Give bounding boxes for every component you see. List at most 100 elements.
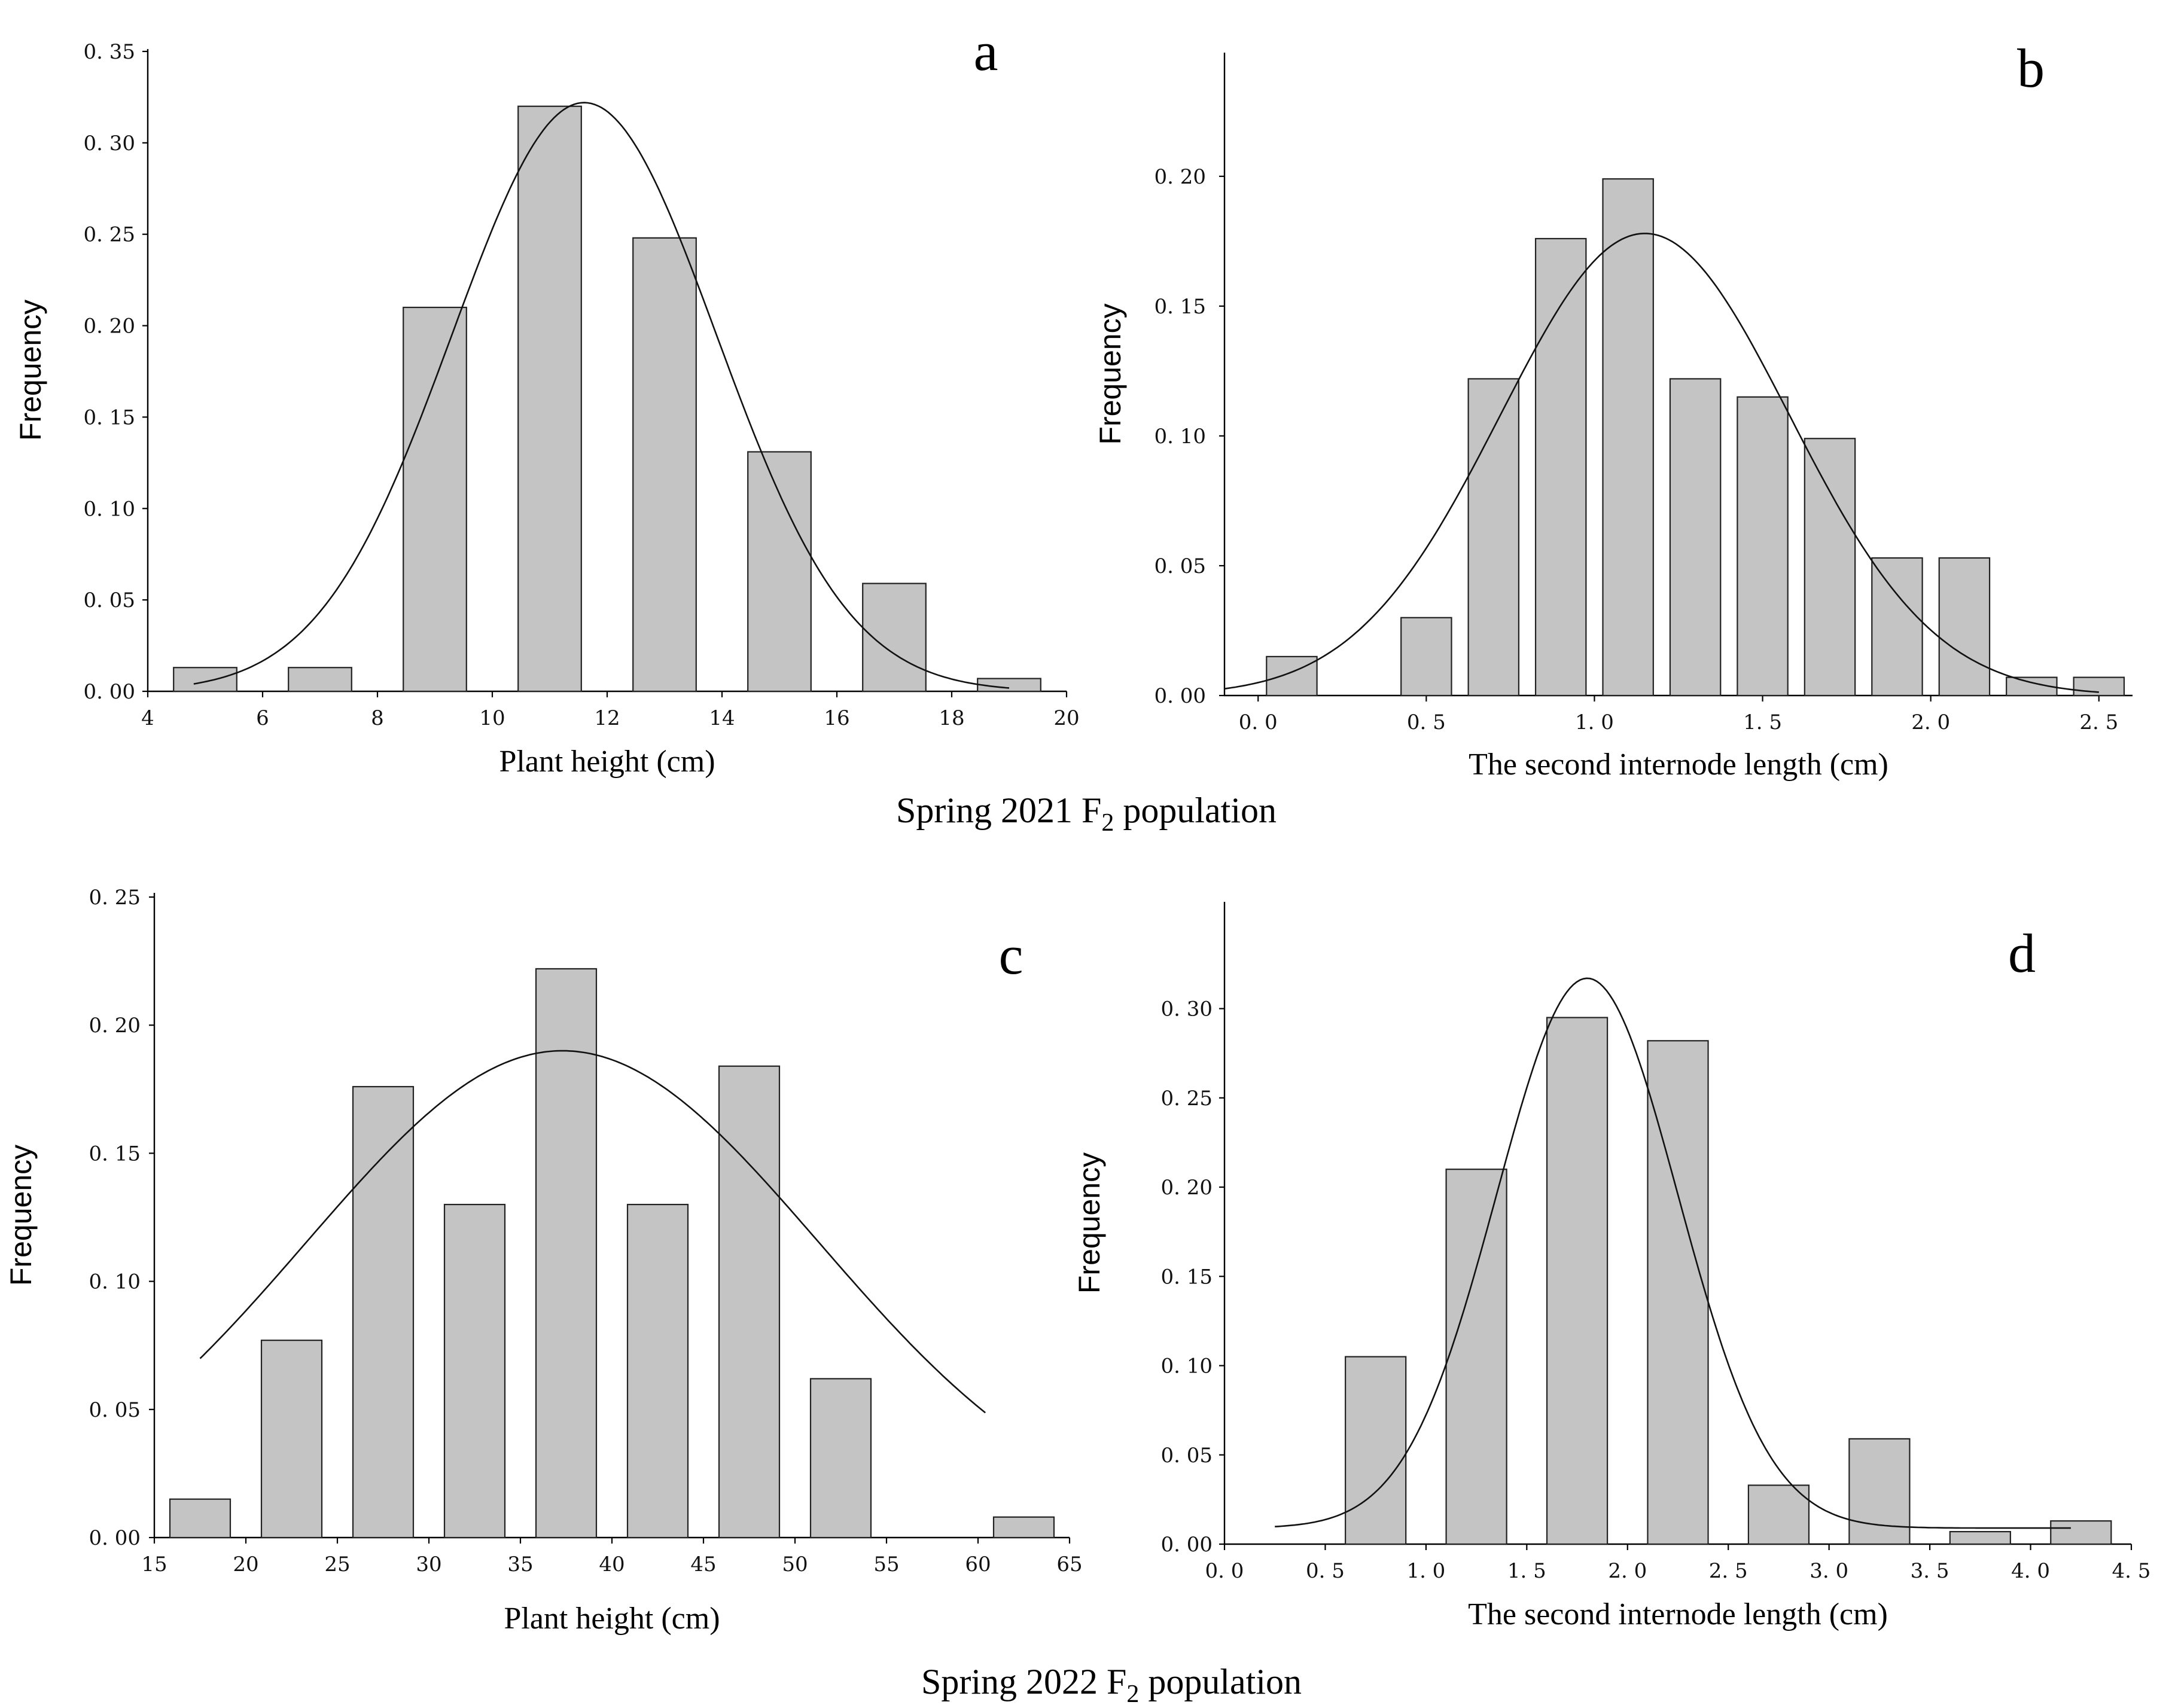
panel-letter: c — [999, 925, 1023, 986]
y-tick-label: 0. 35 — [83, 40, 135, 64]
y-tick-label: 0. 10 — [83, 497, 135, 521]
x-tick-label: 6 — [256, 706, 269, 730]
histogram-bar — [288, 667, 352, 693]
histogram-bar — [2050, 1520, 2112, 1545]
x-tick-label: 0. 5 — [1306, 1559, 1345, 1583]
x-tick-label: 4. 0 — [2011, 1559, 2050, 1583]
y-tick-label: 0. 25 — [83, 223, 135, 247]
y-tick-label: 0. 25 — [89, 886, 141, 910]
x-tick-label: 2. 0 — [1608, 1559, 1647, 1583]
y-axis-label: Frequency — [4, 1145, 38, 1286]
histogram-bar — [632, 237, 697, 693]
x-tick-label: 0. 0 — [1205, 1559, 1244, 1583]
y-tick-label: 0. 10 — [1154, 425, 1206, 449]
y-tick-label: 0. 05 — [1160, 1444, 1213, 1468]
x-tick-label: 3. 5 — [1911, 1559, 1949, 1583]
x-tick-label: 12 — [594, 706, 620, 730]
axis-lines — [147, 49, 1067, 693]
normal-fit-curve — [1224, 233, 2099, 693]
histogram-bar — [1804, 438, 1856, 697]
histogram-bar — [1400, 617, 1452, 697]
x-axis-label: The second internode length (cm) — [1469, 748, 1888, 782]
histogram-bar — [718, 1065, 781, 1539]
chart-panel-b: 0. 00 0. 05 0. 10 0. 15 0. 20 0. 0 0. 5 1. 0 1. … — [1093, 38, 2133, 782]
histogram-bar — [992, 1516, 1055, 1539]
x-tick-label: 20 — [233, 1553, 258, 1576]
x-tick-label: 14 — [709, 706, 735, 730]
x-tick-label: 25 — [324, 1553, 350, 1576]
y-tick-label: 0. 15 — [89, 1142, 141, 1166]
x-tick-label: 0. 5 — [1407, 710, 1446, 734]
y-tick-label: 0. 10 — [1160, 1355, 1213, 1378]
x-tick-label: 1. 0 — [1406, 1559, 1445, 1583]
x-tick-label: 2. 5 — [2079, 710, 2118, 734]
x-tick-label: 15 — [141, 1553, 167, 1576]
x-tick-label: 0. 0 — [1239, 710, 1278, 734]
normal-fit-curve — [193, 102, 1010, 689]
y-axis-label: Frequency — [1073, 1152, 1106, 1294]
x-tick-label: 2. 0 — [1911, 710, 1950, 734]
x-tick-label: 20 — [1053, 706, 1079, 730]
histogram-bar — [535, 968, 598, 1539]
panel-letter: d — [2008, 923, 2036, 984]
x-tick-label: 4. 5 — [2112, 1559, 2151, 1583]
y-tick-label: 0. 30 — [1160, 998, 1213, 1021]
normal-fit-curve — [199, 1050, 986, 1414]
normal-fit-curve — [1275, 977, 2071, 1529]
y-tick-label: 0. 15 — [1154, 295, 1206, 319]
x-tick-label: 45 — [690, 1553, 716, 1576]
y-tick-label: 0. 00 — [1154, 684, 1206, 708]
y-tick-label: 0. 10 — [89, 1270, 141, 1294]
histogram-bar — [443, 1203, 506, 1539]
y-tick-label: 0. 20 — [1160, 1176, 1213, 1200]
histogram-bar — [517, 105, 582, 693]
y-tick-label: 0. 20 — [83, 315, 135, 338]
y-tick-label: 0. 00 — [89, 1526, 141, 1550]
figure-caption-2021: Spring 2021 F2 population — [896, 791, 1277, 837]
histogram-bar — [1669, 378, 1722, 697]
x-tick-label: 8 — [371, 706, 384, 730]
x-tick-label: 35 — [507, 1553, 533, 1576]
x-tick-label: 1. 5 — [1507, 1559, 1546, 1583]
x-tick-label: 10 — [479, 706, 505, 730]
x-tick-label: 55 — [873, 1553, 899, 1576]
histogram-bar — [1345, 1356, 1407, 1545]
x-axis-label: The second internode length (cm) — [1468, 1597, 1888, 1631]
histogram-bar — [2073, 676, 2125, 697]
histogram-bar — [1938, 557, 1991, 697]
panel-letter: a — [974, 21, 998, 82]
figure-caption-2022: Spring 2022 F2 population — [921, 1662, 1302, 1708]
x-tick-label: 1. 5 — [1743, 710, 1782, 734]
histogram-bar — [626, 1203, 689, 1539]
histogram-bar — [1534, 237, 1587, 697]
x-tick-label: 65 — [1056, 1553, 1082, 1576]
x-tick-label: 50 — [782, 1553, 808, 1576]
y-tick-label: 0. 15 — [1160, 1265, 1213, 1289]
y-tick-label: 0. 00 — [1160, 1533, 1213, 1557]
y-tick-label: 0. 00 — [83, 680, 135, 704]
histogram-bar — [169, 1498, 231, 1539]
histogram-bar — [403, 306, 467, 693]
y-tick-label: 0. 30 — [83, 132, 135, 155]
y-tick-label: 0. 05 — [83, 588, 135, 612]
histogram-bar — [1602, 178, 1654, 697]
y-axis-label: Frequency — [14, 300, 47, 441]
histogram-bar — [1546, 1017, 1609, 1545]
x-tick-label: 4 — [141, 706, 154, 730]
x-tick-label: 16 — [824, 706, 849, 730]
histogram-bar — [1871, 557, 1923, 697]
x-tick-label: 2. 5 — [1709, 1559, 1748, 1583]
histogram-bar — [1747, 1484, 1810, 1545]
chart-panel-a: 0. 00 0. 05 0. 10 0. 15 0. 20 0. 25 0. 30 0. 35… — [14, 21, 1080, 779]
histogram-bar — [1445, 1169, 1507, 1545]
histogram-bar — [1647, 1040, 1709, 1545]
histogram-bar — [173, 667, 237, 693]
x-tick-label: 1. 0 — [1575, 710, 1614, 734]
histogram-bar — [1949, 1531, 2011, 1545]
chart-panel-c: 0. 00 0. 05 0. 10 0. 15 0. 20 0. 25 15 20 25 30 35… — [4, 886, 1083, 1636]
histogram-bar — [352, 1085, 415, 1539]
histogram-bar — [260, 1340, 323, 1539]
histogram-bar — [1737, 396, 1789, 697]
x-tick-label: 40 — [599, 1553, 625, 1576]
